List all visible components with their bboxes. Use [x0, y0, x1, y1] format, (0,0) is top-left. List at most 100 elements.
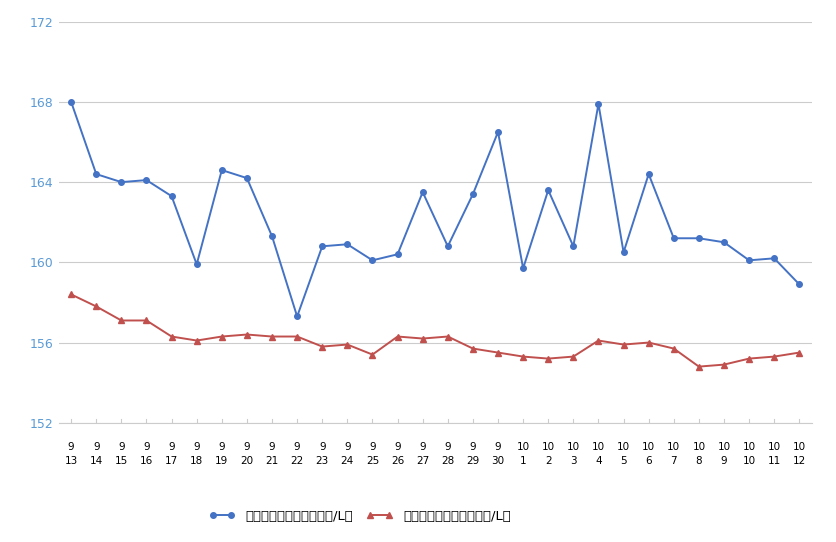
- Text: 23: 23: [315, 456, 329, 466]
- Text: 9: 9: [93, 442, 99, 452]
- Line: レギュラー実売価格（円/L）: レギュラー実売価格（円/L）: [69, 292, 801, 370]
- レギュラー看板価格（円/L）: [618, 249, 628, 255]
- Text: 6: 6: [645, 456, 651, 466]
- レギュラー実売価格（円/L）: [568, 353, 578, 360]
- レギュラー看板価格（円/L）: [768, 255, 778, 262]
- Text: 9: 9: [319, 442, 325, 452]
- Text: 10: 10: [742, 456, 755, 466]
- Text: 12: 12: [792, 456, 805, 466]
- Text: 19: 19: [215, 456, 228, 466]
- レギュラー実売価格（円/L）: [166, 333, 176, 340]
- レギュラー看板価格（円/L）: [643, 171, 653, 177]
- Text: 9: 9: [268, 442, 275, 452]
- Text: 20: 20: [240, 456, 253, 466]
- レギュラー看板価格（円/L）: [317, 243, 327, 249]
- Text: 9: 9: [394, 442, 400, 452]
- Text: 9: 9: [193, 442, 200, 452]
- Text: 9: 9: [369, 442, 375, 452]
- Text: 2: 2: [544, 456, 551, 466]
- Text: 30: 30: [491, 456, 504, 466]
- レギュラー看板価格（円/L）: [267, 233, 277, 240]
- レギュラー実売価格（円/L）: [668, 345, 678, 352]
- Text: 9: 9: [68, 442, 74, 452]
- Text: 9: 9: [168, 442, 175, 452]
- レギュラー実売価格（円/L）: [492, 349, 502, 356]
- Text: 10: 10: [666, 442, 680, 452]
- Text: 10: 10: [591, 442, 604, 452]
- Text: 1: 1: [519, 456, 526, 466]
- レギュラー実売価格（円/L）: [267, 333, 277, 340]
- レギュラー看板価格（円/L）: [517, 265, 528, 272]
- レギュラー看板価格（円/L）: [743, 257, 753, 263]
- Line: レギュラー看板価格（円/L）: レギュラー看板価格（円/L）: [69, 99, 801, 319]
- レギュラー実売価格（円/L）: [693, 363, 703, 370]
- Text: 10: 10: [792, 442, 805, 452]
- レギュラー実売価格（円/L）: [342, 341, 352, 348]
- Text: 10: 10: [541, 442, 554, 452]
- レギュラー看板価格（円/L）: [718, 239, 728, 246]
- レギュラー実売価格（円/L）: [618, 341, 628, 348]
- レギュラー実売価格（円/L）: [292, 333, 302, 340]
- Text: 18: 18: [190, 456, 203, 466]
- Text: 27: 27: [415, 456, 429, 466]
- Legend: レギュラー看板価格（円/L）, レギュラー実売価格（円/L）: レギュラー看板価格（円/L）, レギュラー実売価格（円/L）: [203, 505, 516, 528]
- レギュラー看板価格（円/L）: [392, 251, 402, 257]
- Text: 10: 10: [566, 442, 579, 452]
- レギュラー看板価格（円/L）: [217, 167, 227, 173]
- Text: 9: 9: [469, 442, 476, 452]
- Text: 9: 9: [143, 442, 150, 452]
- Text: 13: 13: [64, 456, 78, 466]
- レギュラー実売価格（円/L）: [543, 356, 553, 362]
- レギュラー実売価格（円/L）: [367, 351, 377, 358]
- レギュラー実売価格（円/L）: [718, 362, 728, 368]
- レギュラー看板価格（円/L）: [91, 171, 101, 177]
- レギュラー実売価格（円/L）: [517, 353, 528, 360]
- レギュラー看板価格（円/L）: [543, 187, 553, 193]
- Text: 5: 5: [619, 456, 626, 466]
- Text: 16: 16: [140, 456, 153, 466]
- レギュラー実売価格（円/L）: [91, 303, 101, 309]
- Text: 24: 24: [340, 456, 354, 466]
- レギュラー看板価格（円/L）: [342, 241, 352, 248]
- レギュラー看板価格（円/L）: [116, 179, 126, 185]
- レギュラー看板価格（円/L）: [793, 281, 803, 288]
- レギュラー看板価格（円/L）: [242, 175, 252, 182]
- Text: 22: 22: [290, 456, 303, 466]
- レギュラー看板価格（円/L）: [693, 235, 703, 242]
- レギュラー実売価格（円/L）: [417, 335, 427, 342]
- レギュラー看板価格（円/L）: [668, 235, 678, 242]
- レギュラー実売価格（円/L）: [768, 353, 778, 360]
- Text: 8: 8: [695, 456, 701, 466]
- Text: 9: 9: [344, 442, 350, 452]
- レギュラー実売価格（円/L）: [317, 343, 327, 350]
- レギュラー看板価格（円/L）: [367, 257, 377, 263]
- Text: 9: 9: [720, 456, 726, 466]
- レギュラー看板価格（円/L）: [191, 261, 201, 268]
- レギュラー実売価格（円/L）: [66, 291, 76, 298]
- Text: 10: 10: [742, 442, 755, 452]
- レギュラー看板価格（円/L）: [66, 99, 76, 105]
- Text: 10: 10: [641, 442, 655, 452]
- Text: 15: 15: [115, 456, 128, 466]
- Text: 28: 28: [441, 456, 454, 466]
- レギュラー実売価格（円/L）: [191, 337, 201, 344]
- Text: 9: 9: [494, 442, 501, 452]
- レギュラー看板価格（円/L）: [141, 177, 151, 183]
- レギュラー実売価格（円/L）: [467, 345, 477, 352]
- Text: 9: 9: [419, 442, 426, 452]
- Text: 9: 9: [293, 442, 300, 452]
- Text: 29: 29: [466, 456, 479, 466]
- Text: 9: 9: [118, 442, 125, 452]
- Text: 26: 26: [390, 456, 404, 466]
- レギュラー看板価格（円/L）: [593, 101, 603, 107]
- Text: 10: 10: [767, 442, 780, 452]
- Text: 7: 7: [670, 456, 676, 466]
- レギュラー実売価格（円/L）: [242, 331, 252, 338]
- レギュラー実売価格（円/L）: [643, 339, 653, 346]
- Text: 11: 11: [767, 456, 780, 466]
- レギュラー実売価格（円/L）: [116, 317, 126, 324]
- Text: 25: 25: [365, 456, 379, 466]
- Text: 10: 10: [716, 442, 730, 452]
- Text: 21: 21: [265, 456, 278, 466]
- Text: 10: 10: [516, 442, 529, 452]
